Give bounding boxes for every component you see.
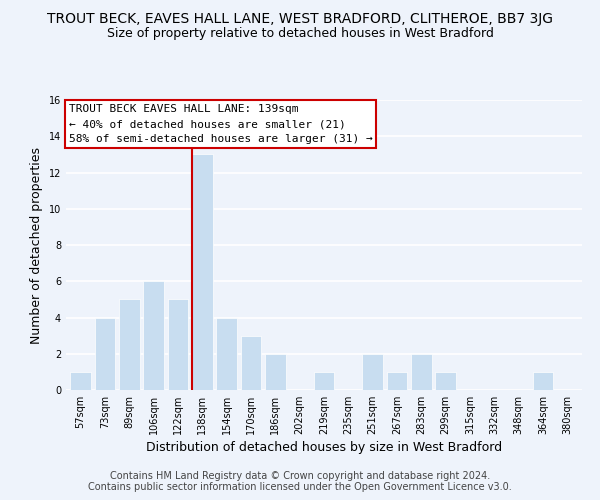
Bar <box>192 154 212 390</box>
Text: Contains HM Land Registry data © Crown copyright and database right 2024.: Contains HM Land Registry data © Crown c… <box>110 471 490 481</box>
Bar <box>119 300 140 390</box>
Bar <box>216 318 237 390</box>
Bar <box>411 354 432 390</box>
Bar <box>95 318 115 390</box>
Bar <box>265 354 286 390</box>
Text: Contains public sector information licensed under the Open Government Licence v3: Contains public sector information licen… <box>88 482 512 492</box>
Bar <box>167 300 188 390</box>
X-axis label: Distribution of detached houses by size in West Bradford: Distribution of detached houses by size … <box>146 441 502 454</box>
Text: Size of property relative to detached houses in West Bradford: Size of property relative to detached ho… <box>107 28 493 40</box>
Bar <box>314 372 334 390</box>
Bar <box>70 372 91 390</box>
Bar <box>143 281 164 390</box>
Y-axis label: Number of detached properties: Number of detached properties <box>30 146 43 344</box>
Text: TROUT BECK, EAVES HALL LANE, WEST BRADFORD, CLITHEROE, BB7 3JG: TROUT BECK, EAVES HALL LANE, WEST BRADFO… <box>47 12 553 26</box>
Bar <box>386 372 407 390</box>
Text: TROUT BECK EAVES HALL LANE: 139sqm
← 40% of detached houses are smaller (21)
58%: TROUT BECK EAVES HALL LANE: 139sqm ← 40%… <box>68 104 373 144</box>
Bar <box>436 372 456 390</box>
Bar <box>362 354 383 390</box>
Bar <box>241 336 262 390</box>
Bar <box>533 372 553 390</box>
